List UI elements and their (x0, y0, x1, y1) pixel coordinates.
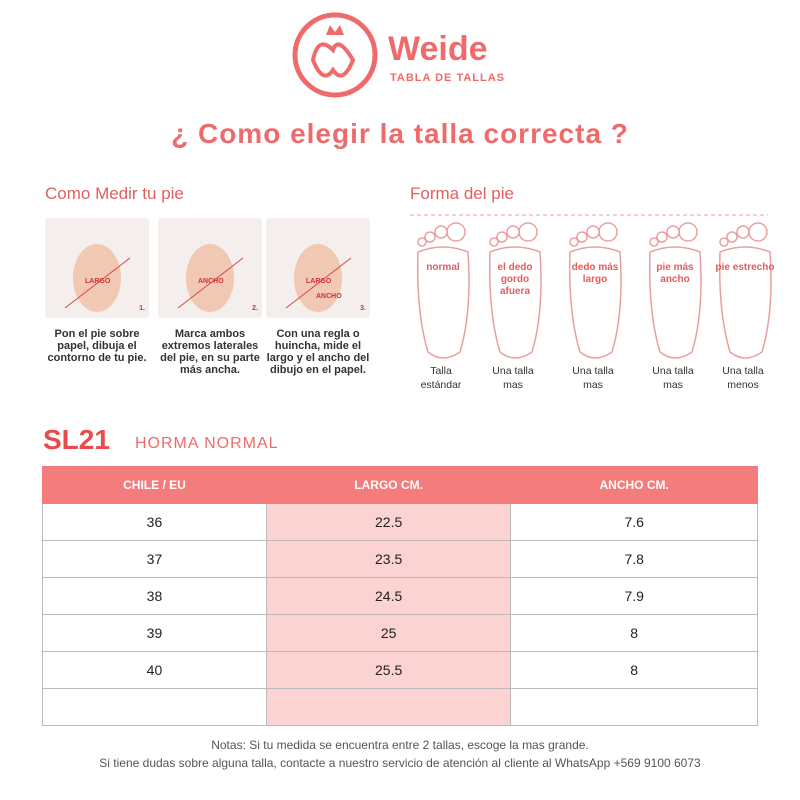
table-cell (510, 688, 758, 726)
foot-illustration (285, 244, 352, 312)
step-image: ANCHO 2. (158, 218, 262, 318)
table-cell: 37 (42, 540, 267, 578)
table-cell: 38 (42, 577, 267, 615)
foot-shape: dedo más largo (560, 212, 630, 362)
size-table: CHILE / EU LARGO CM. ANCHO CM. 36 22.5 7.6 37 2… (42, 466, 758, 726)
foot-shape: normal (408, 212, 478, 362)
table-cell: 40 (42, 651, 267, 689)
shape-heading: Forma del pie (410, 184, 514, 203)
foot-caption: Una talla mas (572, 365, 614, 391)
measure-heading: Como Medir tu pie (45, 184, 184, 203)
table-cell: 39 (42, 614, 267, 652)
foot-caption: Una talla menos (722, 365, 764, 391)
table-cell: 36 (42, 503, 267, 541)
foot-caption: Talla estándar (420, 365, 462, 391)
table-cell: 23.5 (265, 540, 512, 578)
model-last: HORMA NORMAL (135, 435, 279, 452)
dashed-line (410, 214, 768, 216)
step-label: 1. (139, 305, 145, 312)
note: Si tiene dudas sobre alguna talla, conta… (99, 756, 701, 770)
foot-outline (416, 222, 470, 359)
foot-shape: el dedo gordo afuera (480, 212, 550, 362)
table-cell: 8 (510, 651, 758, 689)
foot-label: dedo más largo (571, 262, 619, 285)
table-cell (42, 688, 267, 726)
foot-caption: Una talla mas (492, 365, 534, 391)
step-caption: Marca ambos extremos laterales del pie, … (160, 328, 260, 376)
step-image: LARGO 1. (45, 218, 149, 318)
foot-illustration (64, 244, 131, 312)
foot-outline (488, 222, 542, 359)
logo (292, 12, 378, 98)
brand-subtitle: TABLA DE TALLAS (390, 72, 506, 84)
brand-name: Weide (388, 30, 488, 68)
foot-shape: pie más ancho (640, 212, 710, 362)
table-row: 37 23.5 7.8 (42, 540, 758, 578)
table-cell: 8 (510, 614, 758, 652)
table-row (42, 688, 758, 726)
header-row: CHILE / EU LARGO CM. ANCHO CM. (42, 466, 758, 504)
table-cell: 7.8 (510, 540, 758, 578)
title: ¿ Como elegir la talla correcta ? (171, 118, 629, 149)
step-caption: Con una regla o huincha, mide el largo y… (266, 328, 370, 376)
column-header: CHILE / EU (42, 466, 267, 504)
step-caption: Pon el pie sobre papel, dibuja el contor… (47, 328, 147, 364)
foot-illustration (177, 244, 244, 312)
table-row: 39 25 8 (42, 614, 758, 652)
table-body: 36 22.5 7.6 37 23.5 7.8 38 24.5 7.9 39 25 8 40 25.5 8 (42, 503, 758, 726)
model-code: SL21 (43, 424, 110, 455)
foot-label: el dedo gordo afuera (497, 262, 533, 297)
table-row: 38 24.5 7.9 (42, 577, 758, 615)
table-cell: 25.5 (265, 651, 512, 689)
note: Notas: Si tu medida se encuentra entre 2… (211, 738, 589, 752)
foot-caption: Una talla mas (652, 365, 694, 391)
step-label: LARGO (85, 278, 111, 285)
foot-label: pie estrecho (715, 262, 775, 273)
step-label: 2. (252, 305, 258, 312)
table-cell: 24.5 (265, 577, 512, 615)
foot-shape: pie estrecho (710, 212, 780, 362)
table-cell: 7.6 (510, 503, 758, 541)
foot-label: normal (426, 262, 460, 273)
table-cell (265, 688, 512, 726)
step-label: LARGO (306, 278, 332, 285)
foot-label: pie más ancho (656, 262, 694, 285)
step-label: ANCHO (316, 293, 342, 300)
step-image: LARGO ANCHO 3. (266, 218, 370, 318)
column-header: LARGO CM. (265, 466, 512, 504)
foot-outline (648, 222, 702, 359)
foot-outline (718, 222, 772, 359)
step-label: ANCHO (198, 278, 224, 285)
table-row: 36 22.5 7.6 (42, 503, 758, 541)
table-cell: 22.5 (265, 503, 512, 541)
step-label: 3. (360, 305, 366, 312)
column-header: ANCHO CM. (510, 466, 758, 504)
table-row: 40 25.5 8 (42, 651, 758, 689)
table-cell: 25 (265, 614, 512, 652)
table-cell: 7.9 (510, 577, 758, 615)
foot-outline (568, 222, 622, 359)
